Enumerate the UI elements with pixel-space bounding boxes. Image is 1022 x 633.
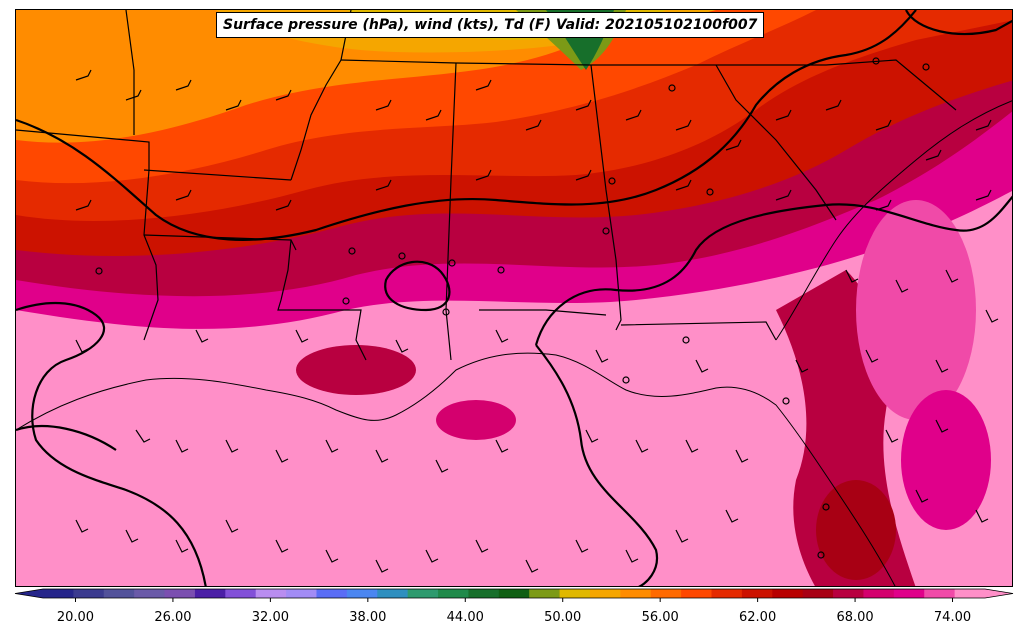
dewpoint-map [16,10,1012,586]
colorbar-ticks: 20.00 26.00 32.00 38.00 44.00 50.00 56.00 62.00… [57,598,971,625]
colorbar-extend-min [15,589,43,598]
map-title: Surface pressure (hPa), wind (kts), Td (… [216,12,765,38]
colorbar-swatch [529,589,561,598]
colorbar-swatch [650,589,682,598]
td-pocket-3 [856,200,976,420]
colorbar-swatch [589,589,621,598]
colorbar-swatch [863,589,895,598]
colorbar-swatch [802,589,834,598]
colorbar-swatch [559,589,591,598]
colorbar-swatch [498,589,530,598]
wind-barbs [75,69,999,573]
colorbar-swatch [316,589,348,598]
colorbar-swatch [286,589,317,598]
colorbar-tick-label: 20.00 [57,610,94,625]
map-title-text: Surface pressure (hPa), wind (kts), Td (… [223,17,758,33]
td-pocket-5 [816,480,896,580]
colorbar-swatch [407,589,439,598]
td-pocket-2 [436,400,516,440]
colorbar-swatch [711,589,743,598]
station-markers [95,57,930,559]
colorbar-swatch [134,589,166,598]
colorbar-swatch [255,589,287,598]
isobars [16,10,1012,586]
colorbar-swatch [43,589,74,598]
colorbar-swatch [73,589,105,598]
colorbar-swatch [164,589,196,598]
colorbar-swatch [681,589,713,598]
colorbar-tick-label: 50.00 [544,610,581,625]
colorbar-swatch [954,589,986,598]
colorbar-swatch [438,589,469,598]
colorbar-tick-label: 62.00 [739,610,776,625]
colorbar-swatch [225,589,257,598]
td-pocket-1 [296,345,416,395]
colorbar-swatch [741,589,773,598]
colorbar-outline [14,588,1014,599]
colorbar-swatch [620,589,652,598]
colorbar-tick-label: 68.00 [836,610,873,625]
colorbar: 20.00 26.00 32.00 38.00 44.00 50.00 56.00 62.00… [14,588,1014,625]
td-pocket-4 [901,390,991,530]
colorbar-swatch [833,589,864,598]
coastline [16,100,1012,586]
colorbar-tick-label: 26.00 [154,610,191,625]
colorbar-tick-label: 32.00 [252,610,289,625]
colorbar-swatches [14,588,1014,599]
colorbar-tick-label: 38.00 [349,610,386,625]
colorbar-tick-label: 74.00 [934,610,971,625]
colorbar-extend-max [985,589,1013,598]
colorbar-swatch [772,589,804,598]
colorbar-tick-label: 44.00 [447,610,484,625]
colorbar-swatch [103,589,135,598]
colorbar-tick-label: 56.00 [642,610,679,625]
colorbar-swatch [346,589,378,598]
colorbar-swatch [924,589,956,598]
colorbar-swatch [468,589,500,598]
state-borders [16,10,957,361]
colorbar-swatch [194,589,226,598]
map-panel [15,9,1013,587]
colorbar-swatch [377,589,409,598]
colorbar-swatch [893,589,925,598]
